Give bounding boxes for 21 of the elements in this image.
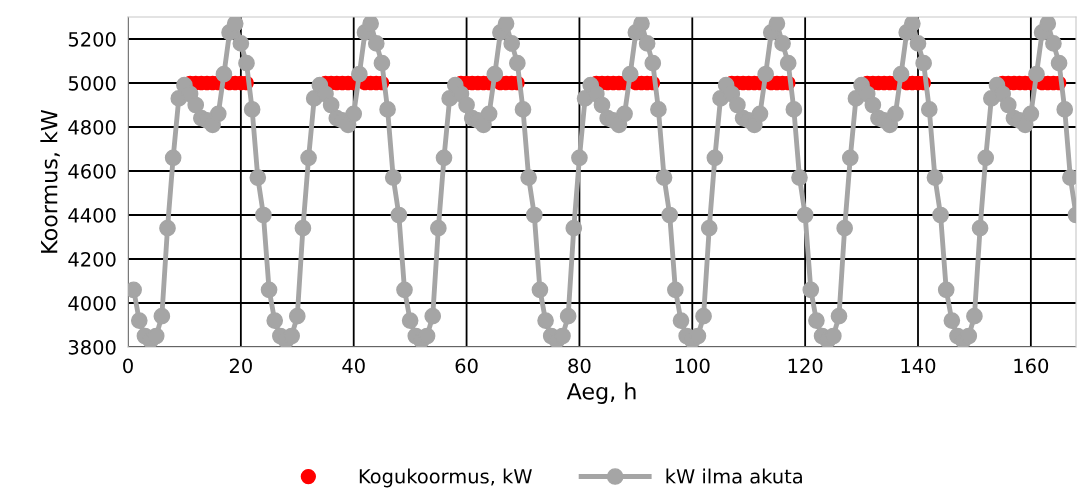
y-tick-label: 3800 [68, 339, 116, 355]
y-tick-label: 5200 [68, 31, 116, 47]
y-tick-label: 4200 [68, 251, 116, 267]
x-tick-label: 20 [229, 358, 252, 374]
x-tick-label: 140 [901, 358, 936, 374]
y-axis-title: Koormus, kW [40, 109, 60, 253]
y-tick-label: 4800 [68, 119, 116, 135]
x-tick-label: 160 [1014, 358, 1049, 374]
x-axis-title: Aeg, h [566, 382, 636, 404]
y-tick-label: 4000 [68, 295, 116, 311]
x-tick-label: 80 [568, 358, 591, 374]
x-tick-label: 40 [342, 358, 365, 374]
legend-label: Kogukoormus, kW [359, 468, 532, 488]
x-tick-label: 120 [788, 358, 823, 374]
x-tick-label: 0 [123, 358, 133, 374]
y-tick-label: 4600 [68, 163, 116, 179]
y-tick-label: 4400 [68, 207, 116, 223]
y-tick-label: 5000 [68, 75, 116, 91]
legend-label: kW ilma akuta [666, 468, 802, 484]
x-tick-label: 100 [675, 358, 710, 374]
x-tick-label: 60 [455, 358, 478, 374]
